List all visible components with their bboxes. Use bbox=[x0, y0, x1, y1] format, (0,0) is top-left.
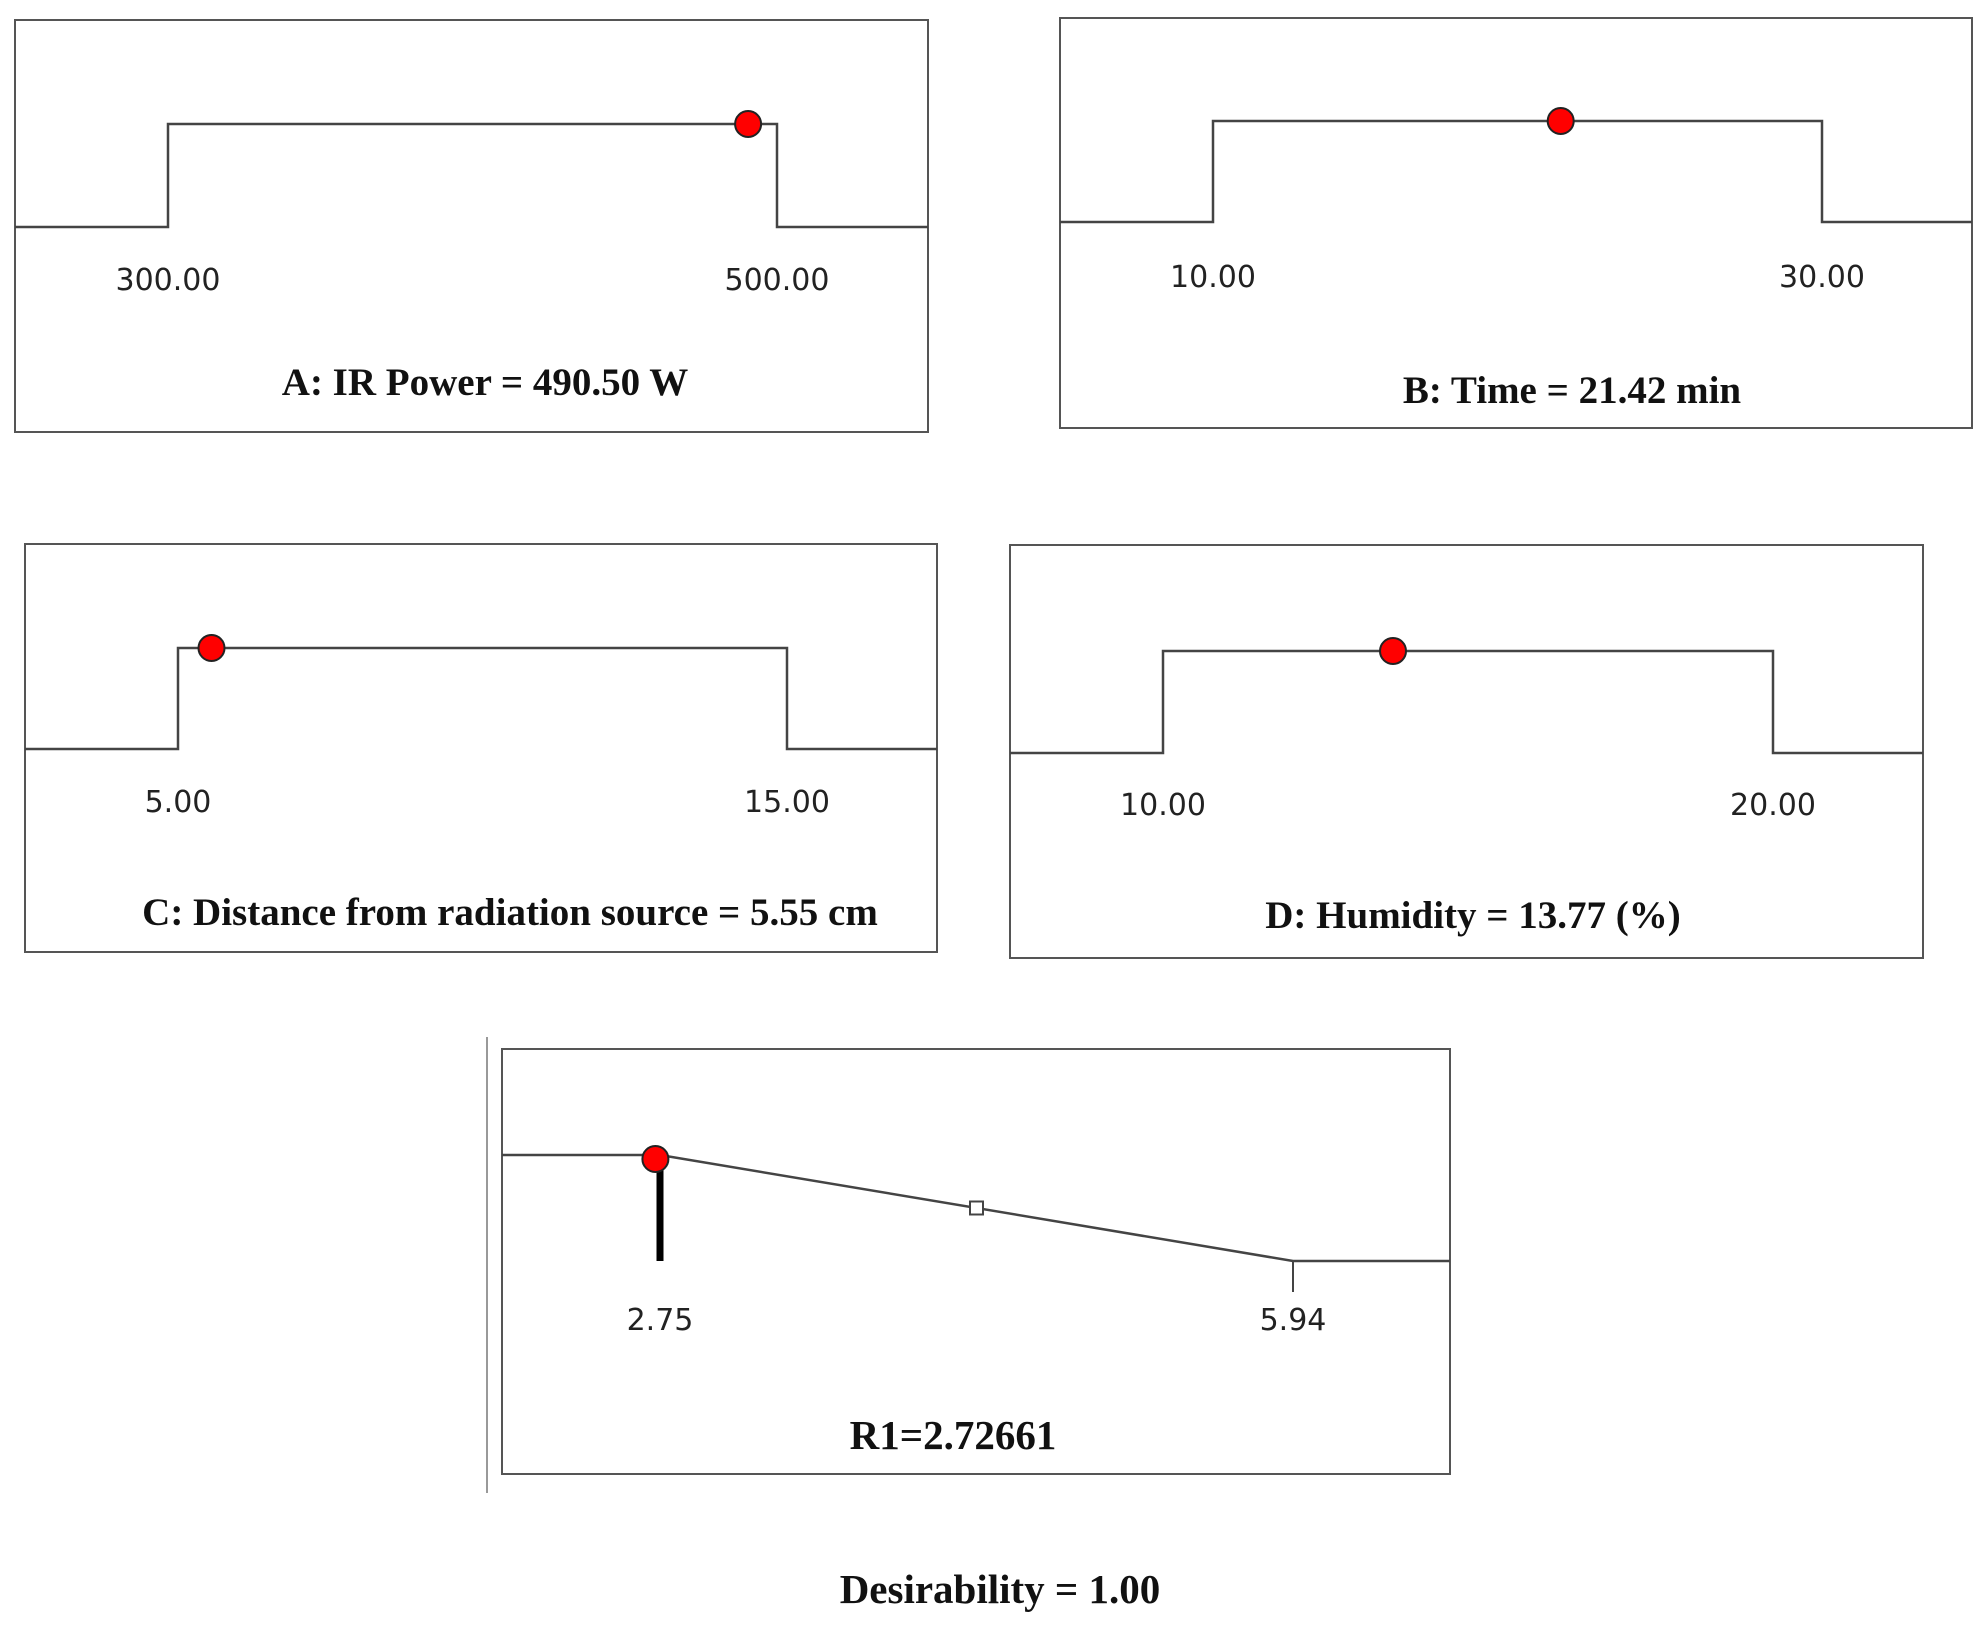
midpoint-marker bbox=[969, 1200, 984, 1216]
optimum-marker bbox=[1379, 637, 1407, 665]
high-tick-label: 20.00 bbox=[1730, 788, 1816, 823]
high-tick-label: 5.94 bbox=[1260, 1303, 1327, 1338]
panel-ir-power: 300.00 500.00 A: IR Power = 490.50 W bbox=[14, 19, 929, 433]
ramp-line bbox=[1060, 119, 1972, 224]
low-tick-label: 300.00 bbox=[116, 263, 221, 298]
optimum-marker bbox=[641, 1145, 670, 1173]
factor-caption: C: Distance from radiation source = 5.55… bbox=[142, 891, 878, 934]
panel-frame bbox=[1009, 544, 1924, 959]
panel-response-r1: 2.75 5.94 R1=2.72661 bbox=[486, 1037, 1451, 1493]
desirability-label: Desirability = 1.00 bbox=[840, 1566, 1161, 1612]
low-tick-label: 10.00 bbox=[1170, 260, 1256, 295]
response-caption: R1=2.72661 bbox=[850, 1412, 1057, 1458]
optimum-marker bbox=[734, 110, 763, 138]
factor-caption: D: Humidity = 13.77 (%) bbox=[1265, 894, 1680, 937]
factor-caption: A: IR Power = 490.50 W bbox=[282, 361, 688, 404]
optimum-marker bbox=[197, 634, 226, 662]
ramp-line bbox=[1010, 649, 1923, 755]
ramp-line bbox=[25, 646, 937, 751]
panel-humidity: 10.00 20.00 D: Humidity = 13.77 (%) bbox=[1009, 544, 1924, 959]
high-tick-label: 30.00 bbox=[1779, 260, 1865, 295]
panel-time: 10.00 30.00 B: Time = 21.42 min bbox=[1059, 17, 1973, 429]
low-tick-label: 2.75 bbox=[627, 1303, 694, 1338]
high-tick-label: 15.00 bbox=[744, 785, 830, 820]
factor-caption: B: Time = 21.42 min bbox=[1403, 369, 1742, 412]
ramp-line bbox=[15, 122, 928, 229]
low-tick-label: 5.00 bbox=[145, 785, 212, 820]
optimum-marker bbox=[1546, 107, 1575, 135]
panel-distance: 5.00 15.00 C: Distance from radiation so… bbox=[24, 543, 938, 953]
high-tick-label: 500.00 bbox=[725, 263, 830, 298]
low-tick-label: 10.00 bbox=[1120, 788, 1206, 823]
